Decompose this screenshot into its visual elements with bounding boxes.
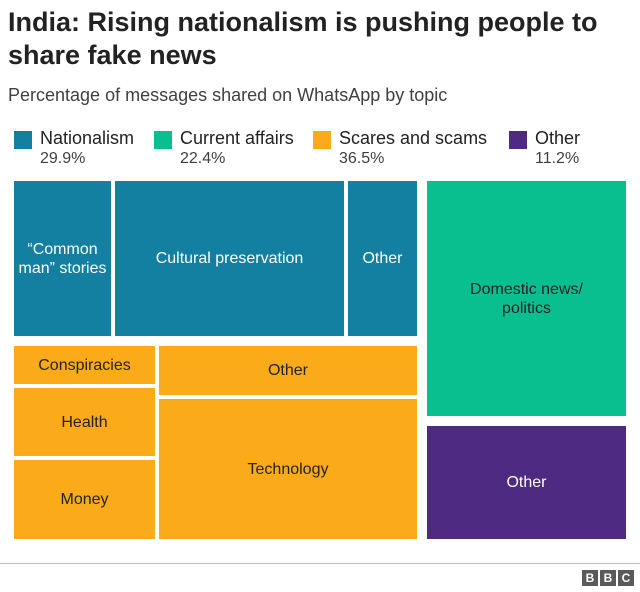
tile-other: Other <box>427 426 626 539</box>
tile-common-man-stories: “Common man” stories <box>14 181 111 336</box>
tile-domestic-news-politics: Domestic news/ politics <box>427 181 626 416</box>
footer-divider <box>0 563 640 564</box>
tile-conspiracies: Conspiracies <box>14 346 155 384</box>
bbc-logo-letter: B <box>582 570 598 586</box>
tile-health: Health <box>14 388 155 456</box>
bbc-logo-letter: C <box>618 570 634 586</box>
legend-value: 36.5% <box>339 150 385 167</box>
legend-swatch-scares-and-scams <box>313 131 331 149</box>
bbc-logo-letter: B <box>600 570 616 586</box>
tile-money: Money <box>14 460 155 539</box>
tile-scares-other: Other <box>159 346 417 395</box>
chart-title: India: Rising nationalism is pushing peo… <box>8 7 598 70</box>
legend-value: 11.2% <box>535 150 580 167</box>
legend-swatch-current-affairs <box>154 131 172 149</box>
legend-value: 22.4% <box>180 150 226 167</box>
tile-cultural-preservation: Cultural preservation <box>115 181 344 336</box>
legend-swatch-other <box>509 131 527 149</box>
legend-swatch-nationalism <box>14 131 32 149</box>
legend-label: Nationalism <box>40 128 135 148</box>
legend-value: 29.9% <box>40 150 86 167</box>
bbc-logo: B B C <box>582 570 634 586</box>
tile-nationalism-other: Other <box>348 181 417 336</box>
legend-label: Scares and scams <box>339 128 488 148</box>
legend-label: Current affairs <box>180 128 294 148</box>
legend-label: Other <box>535 128 581 148</box>
tile-technology: Technology <box>159 399 417 539</box>
chart-subtitle: Percentage of messages shared on WhatsAp… <box>8 85 448 105</box>
